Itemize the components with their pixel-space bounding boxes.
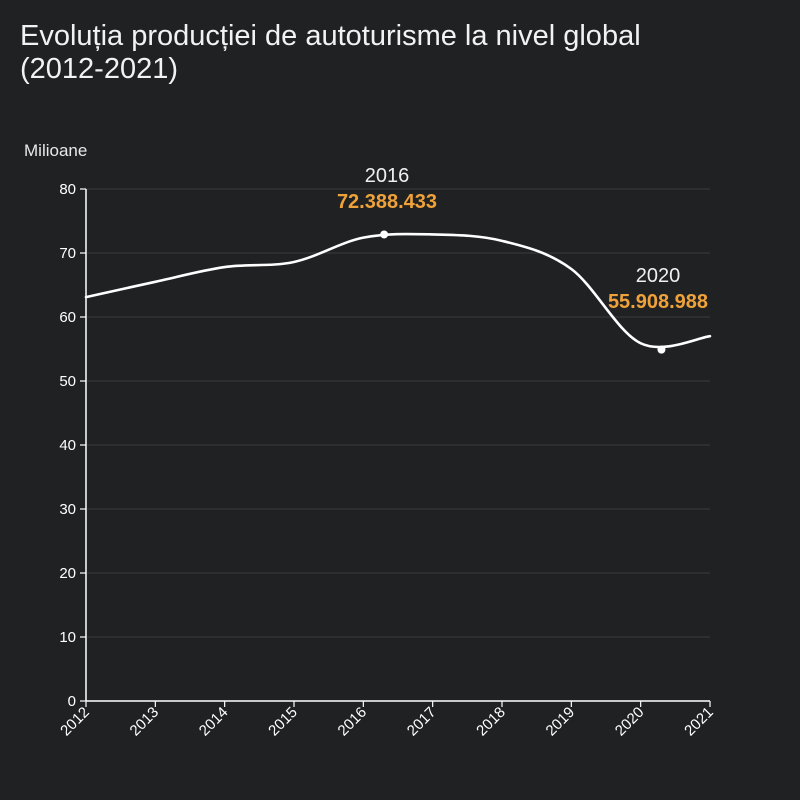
y-tick-label-40: 40 — [59, 437, 76, 454]
y-tick-label-60: 60 — [59, 309, 76, 326]
x-tick-label-2017: 2017 — [404, 704, 440, 740]
y-tick-label-20: 20 — [59, 565, 76, 582]
grid-lines — [86, 188, 710, 638]
y-tick-label-50: 50 — [59, 373, 76, 390]
x-tick-label-2016: 2016 — [335, 704, 371, 740]
y-tick-label-70: 70 — [59, 245, 76, 262]
x-tick-labels: 2012 2013 2014 2015 2016 2017 2018 2019 2020 2021 — [57, 701, 717, 739]
annotation-value-2016: 72.388.433 — [337, 191, 437, 213]
highlight-point-2020 — [657, 345, 666, 354]
y-axis-label: Milioane — [24, 141, 88, 160]
series-line — [84, 232, 712, 349]
x-tick-label-2012: 2012 — [57, 704, 93, 740]
y-tick-labels: 0 10 20 30 40 50 60 70 80 — [59, 181, 86, 710]
highlight-point-2016 — [380, 230, 389, 239]
annotation-value-2020: 55.908.988 — [608, 291, 708, 313]
x-tick-label-2018: 2018 — [473, 704, 509, 740]
x-tick-label-2019: 2019 — [543, 704, 579, 740]
x-tick-label-2013: 2013 — [127, 704, 163, 740]
y-tick-label-10: 10 — [59, 629, 76, 646]
x-tick-label-2015: 2015 — [265, 704, 301, 740]
y-tick-label-0: 0 — [68, 693, 76, 710]
chart-title: Evoluția producției de autoturisme la ni… — [20, 20, 641, 85]
x-tick-label-2020: 2020 — [612, 704, 648, 740]
x-tick-label-2014: 2014 — [196, 704, 232, 740]
y-tick-label-30: 30 — [59, 501, 76, 518]
y-tick-label-80: 80 — [59, 181, 76, 198]
annotation-year-2016: 2016 — [365, 165, 410, 187]
annotation-year-2020: 2020 — [636, 265, 681, 287]
annotations: 2016 72.388.433 2020 55.908.988 — [337, 165, 708, 354]
x-tick-label-2021: 2021 — [681, 704, 717, 740]
